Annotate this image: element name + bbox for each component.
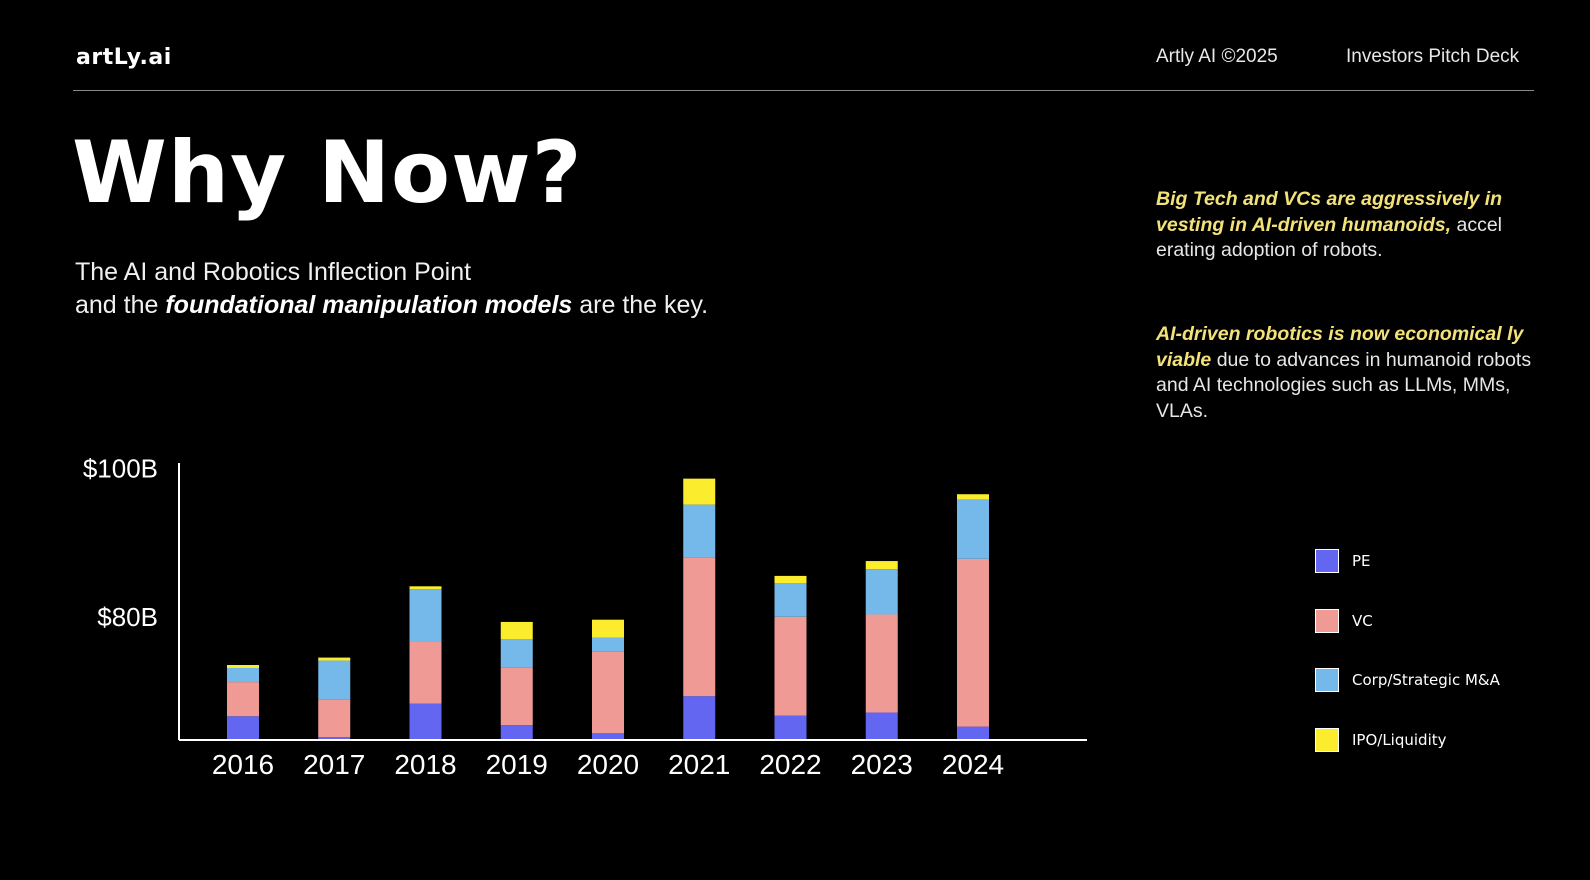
- x-tick-label-2021: 2021: [668, 749, 730, 780]
- legend-item-ipo: IPO/Liquidity: [1315, 727, 1500, 753]
- bar-2017-corp-strategic-m-a: [318, 660, 351, 700]
- page-title: Why Now?: [72, 123, 583, 223]
- x-tick-label-2022: 2022: [759, 749, 821, 780]
- bar-2020-vc: [592, 651, 624, 734]
- y-tick-label-100: $100B: [83, 453, 158, 483]
- legend-label-pe: PE: [1352, 552, 1371, 570]
- page-subtitle: The AI and Robotics Inflection Point and…: [75, 256, 708, 322]
- bar-2018-vc: [409, 641, 442, 704]
- legend-item-corp-ma: Corp/Strategic M&A: [1315, 667, 1500, 693]
- bar-2022-ipo-liquidity: [774, 575, 807, 584]
- x-tick-label-2019: 2019: [486, 749, 548, 780]
- subtitle-line-2-post: are the key.: [572, 291, 709, 319]
- header-divider: [73, 90, 1534, 91]
- bar-2023-vc: [865, 614, 898, 713]
- bar-2018-ipo-liquidity: [409, 586, 442, 590]
- x-tick-label-2024: 2024: [942, 749, 1004, 780]
- side-note-viability-highlight: AI-driven robotics is now economical ly …: [1156, 323, 1524, 371]
- bar-2021-pe: [683, 696, 716, 740]
- x-tick-label-2020: 2020: [577, 749, 639, 780]
- chart-legend: PE VC Corp/Strategic M&A IPO/Liquidity: [1315, 548, 1500, 786]
- bar-2017-vc: [318, 699, 351, 738]
- legend-label-ipo: IPO/Liquidity: [1352, 730, 1447, 749]
- bar-2022-corp-strategic-m-a: [774, 583, 807, 617]
- bar-2019-ipo-liquidity: [500, 621, 533, 640]
- bar-2016-pe: [227, 716, 259, 740]
- deck-label: Investors Pitch Deck: [1346, 46, 1520, 67]
- side-note-investment: Big Tech and VCs are aggressively in ves…: [1156, 187, 1541, 264]
- bar-2022-pe: [774, 715, 807, 740]
- x-tick-label-2017: 2017: [303, 749, 365, 780]
- bar-2020-ipo-liquidity: [592, 619, 624, 638]
- bar-2018-corp-strategic-m-a: [409, 589, 442, 642]
- side-note-investment-highlight: Big Tech and VCs are aggressively in ves…: [1156, 188, 1503, 236]
- x-tick-label-2016: 2016: [212, 749, 274, 780]
- legend-swatch-corp-ma: [1315, 668, 1339, 692]
- bar-2019-pe: [500, 725, 533, 740]
- artly-logo: artLy.ai: [76, 45, 172, 70]
- legend-label-corp-ma: Corp/Strategic M&A: [1352, 671, 1500, 689]
- bar-2019-vc: [500, 667, 533, 726]
- bar-2021-ipo-liquidity: [683, 478, 716, 505]
- copyright-text: Artly AI ©2025: [1156, 46, 1278, 67]
- bar-2017-ipo-liquidity: [318, 657, 351, 661]
- legend-swatch-ipo: [1315, 727, 1339, 752]
- bar-2024-ipo-liquidity: [957, 494, 989, 500]
- bar-2022-vc: [774, 616, 807, 716]
- bar-2018-pe: [409, 703, 442, 740]
- legend-label-vc: VC: [1352, 611, 1373, 630]
- bar-2016-vc: [227, 682, 259, 717]
- bar-2016-ipo-liquidity: [227, 665, 259, 668]
- bar-2024-vc: [957, 558, 989, 727]
- subtitle-line-1: The AI and Robotics Inflection Point: [75, 258, 472, 286]
- legend-swatch-vc: [1315, 608, 1339, 633]
- bar-2020-pe: [592, 733, 624, 740]
- bar-2019-corp-strategic-m-a: [500, 639, 533, 668]
- y-tick-label-80: $80B: [97, 602, 158, 632]
- bar-2016-corp-strategic-m-a: [227, 667, 259, 683]
- subtitle-emphasis: foundational manipulation models: [165, 291, 573, 319]
- bar-2021-vc: [683, 557, 716, 697]
- side-note-viability: AI-driven robotics is now economical ly …: [1156, 322, 1541, 424]
- side-note-investment-text: accel erating adoption of robots.: [1156, 213, 1503, 262]
- bar-2024-corp-strategic-m-a: [957, 499, 989, 559]
- bar-2017-pe: [318, 737, 351, 740]
- x-tick-label-2018: 2018: [394, 749, 456, 780]
- legend-swatch-pe: [1315, 549, 1339, 573]
- subtitle-line-2-pre: and the: [75, 291, 166, 319]
- bar-2023-ipo-liquidity: [865, 561, 898, 570]
- bar-2024-pe: [957, 726, 989, 740]
- x-tick-label-2023: 2023: [851, 749, 913, 780]
- legend-item-vc: VC: [1315, 608, 1500, 634]
- bar-2023-corp-strategic-m-a: [865, 569, 898, 615]
- legend-item-pe: PE: [1315, 548, 1500, 574]
- bar-2023-pe: [865, 712, 898, 740]
- side-note-viability-text: due to advances in humanoid robots and A…: [1156, 348, 1532, 422]
- bar-2020-corp-strategic-m-a: [592, 637, 624, 652]
- bar-2021-corp-strategic-m-a: [683, 504, 716, 558]
